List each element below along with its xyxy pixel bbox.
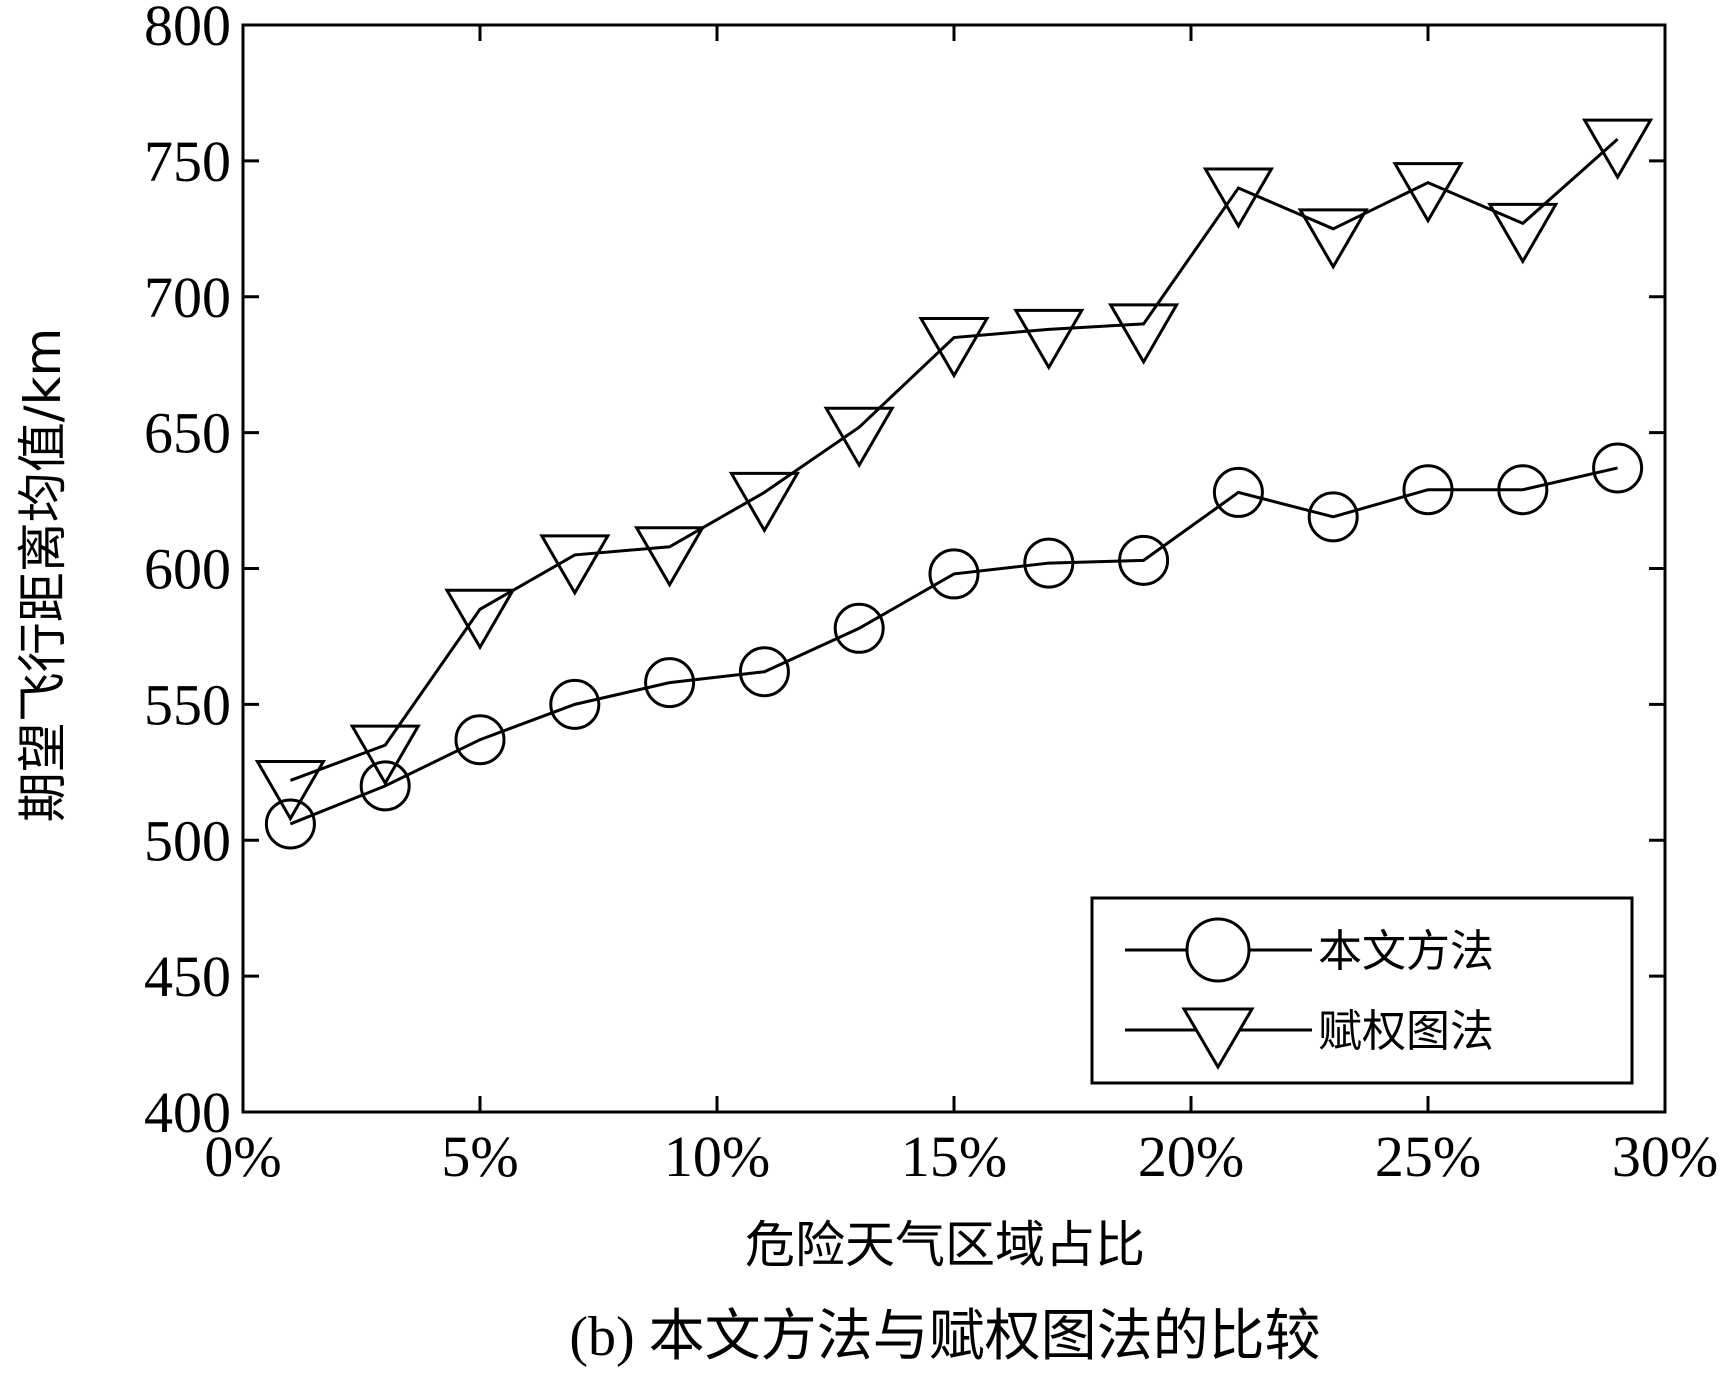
data-point-circle [359,760,411,812]
x-axis-label: 危险天气区域占比 [745,1216,1145,1274]
x-tick-label: 15% [901,1124,1007,1189]
data-point-triangle [728,471,801,534]
data-point-triangle [444,588,516,651]
legend-triangle-marker [1181,1007,1255,1070]
data-point-circle [833,602,885,654]
x-axis: 0% 5% 10% 15% 20% 25% 30% [204,25,1718,1189]
y-tick-label: 750 [144,129,231,194]
figure-caption: (b) 本文方法与赋权图法的比较 [569,1306,1320,1368]
data-point-circle [1212,466,1264,518]
data-point-circle [1497,464,1549,516]
data-point-circle [1023,537,1075,589]
y-tick-label: 600 [144,537,231,602]
y-axis: 400 450 500 550 600 650 700 750 800 [144,0,1665,1145]
legend: 本文方法 赋权图法 [1090,896,1634,1085]
legend-label: 赋权图法 [1318,1006,1494,1057]
y-tick-label: 450 [144,944,231,1009]
legend-entry-circle: 本文方法 [1125,917,1494,983]
data-point-triangle [349,724,421,787]
legend-entry-triangle: 赋权图法 [1125,1006,1494,1070]
legend-circle-marker [1185,917,1251,983]
legend-box [1090,896,1634,1085]
series-2 [254,118,1654,822]
y-tick-label: 800 [144,0,231,58]
data-point-triangle [823,406,895,469]
series-1 [264,442,1644,850]
y-axis-label: 期望飞行距离均值/km [14,328,72,823]
data-point-circle [928,548,980,600]
data-point-circle [1118,534,1170,586]
data-point-circle [264,798,316,850]
x-tick-label: 10% [664,1124,770,1189]
data-point-triangle [1107,303,1180,365]
data-point-circle [454,714,506,766]
data-point-triangle [539,534,611,596]
x-tick-label: 30% [1612,1124,1718,1189]
y-tick-label: 700 [144,265,231,330]
data-point-circle [1307,491,1359,543]
data-point-circle [738,646,790,698]
data-point-triangle [1297,208,1369,270]
x-tick-label: 0% [204,1124,281,1189]
data-point-triangle [1202,167,1275,230]
series-layer [254,118,1654,850]
data-point-triangle [1013,308,1085,371]
data-point-triangle [1581,118,1654,181]
y-tick-label: 650 [144,401,231,466]
data-point-triangle [633,526,706,588]
legend-label: 本文方法 [1318,926,1494,977]
data-point-circle [1402,464,1454,516]
x-tick-label: 20% [1138,1124,1244,1189]
series-line [289,138,1619,782]
data-point-triangle [1487,202,1559,265]
y-tick-label: 550 [144,672,231,737]
x-tick-label: 5% [441,1124,518,1189]
series-line [289,466,1618,826]
data-point-circle [549,678,601,730]
y-tick-label: 500 [144,808,231,873]
data-point-triangle [1392,162,1464,224]
x-tick-label: 25% [1375,1124,1481,1189]
data-point-circle [1592,442,1644,494]
y-tick-label: 400 [144,1080,231,1145]
data-point-triangle [254,759,327,822]
data-point-circle [644,657,696,709]
data-point-triangle [918,317,990,379]
